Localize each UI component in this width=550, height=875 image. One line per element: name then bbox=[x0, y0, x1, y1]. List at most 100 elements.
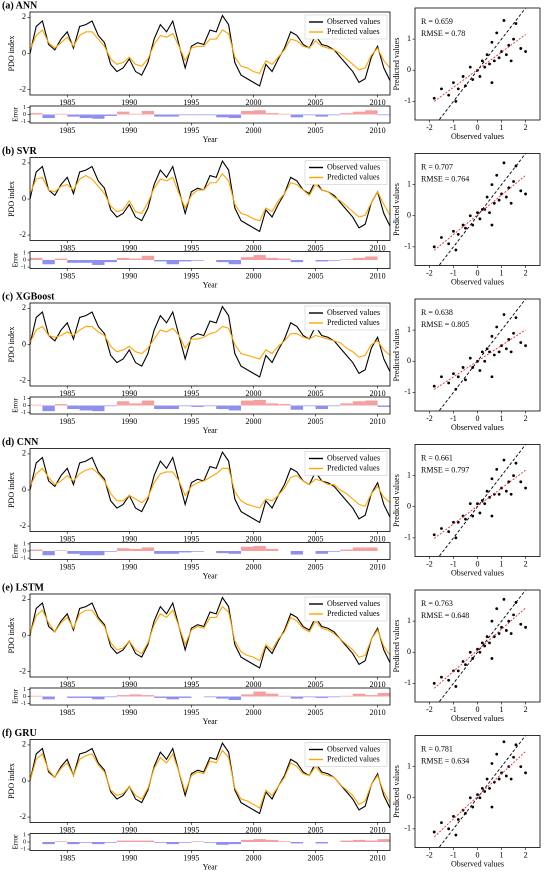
error-bar bbox=[79, 696, 93, 698]
x-tick-label: 2000 bbox=[245, 417, 261, 426]
x-tick-label: 2010 bbox=[370, 562, 386, 571]
series-line bbox=[30, 29, 390, 75]
error-bar bbox=[241, 110, 254, 115]
error-bar bbox=[228, 260, 242, 265]
axes-frame bbox=[414, 7, 541, 121]
error-bar bbox=[253, 546, 266, 551]
scatter-point bbox=[478, 796, 482, 800]
y-axis-label: Error bbox=[12, 688, 20, 703]
scatter-point bbox=[485, 635, 489, 639]
x-tick-label: 1995 bbox=[183, 417, 199, 426]
y-axis-label: Predicted values bbox=[392, 474, 401, 527]
x-tick-label: 2 bbox=[524, 414, 528, 423]
x-tick-label: 1985 bbox=[59, 562, 75, 571]
error-bar bbox=[290, 114, 304, 118]
error-bar bbox=[315, 696, 328, 698]
error-bar bbox=[104, 842, 117, 843]
x-tick-label: 1990 bbox=[121, 417, 137, 426]
x-tick-label: 1995 bbox=[183, 389, 199, 398]
error-bar bbox=[166, 405, 179, 410]
x-tick-label: 1985 bbox=[59, 825, 75, 834]
error-bar bbox=[327, 260, 341, 261]
error-bar bbox=[104, 405, 117, 407]
x-tick-label: 1 bbox=[500, 123, 504, 132]
legend-label: Predicted values bbox=[327, 754, 380, 763]
scatter-point bbox=[471, 223, 475, 227]
error-bar bbox=[42, 551, 55, 556]
error-bar bbox=[54, 550, 68, 551]
y-tick-label: -2 bbox=[19, 375, 26, 384]
scatter-point bbox=[524, 50, 527, 53]
scatter-point bbox=[456, 232, 460, 236]
x-axis-label: Year bbox=[203, 571, 218, 580]
scatter-point bbox=[495, 467, 499, 471]
scatter-point bbox=[476, 647, 479, 651]
scatter-point bbox=[461, 223, 465, 227]
scatter-point bbox=[468, 65, 472, 69]
scatter-point bbox=[478, 217, 482, 221]
scatter-point bbox=[488, 211, 491, 215]
scatter-point bbox=[490, 762, 494, 765]
y-axis-label: Error bbox=[12, 397, 20, 412]
plot-area bbox=[30, 546, 378, 556]
scatter-point bbox=[440, 375, 443, 379]
x-tick-label: -2 bbox=[426, 850, 433, 859]
error-bar bbox=[365, 840, 378, 842]
error-bar bbox=[253, 691, 266, 697]
x-tick-label: 1985 bbox=[59, 126, 75, 135]
y-tick-label: 2 bbox=[22, 12, 26, 21]
y-tick-label: 0 bbox=[23, 403, 26, 409]
error-bar bbox=[79, 405, 93, 411]
scatter-point bbox=[480, 499, 484, 502]
x-axis-label: Observed values bbox=[451, 132, 504, 141]
x-tick-label: 1990 bbox=[121, 825, 137, 834]
error-bar bbox=[42, 260, 55, 265]
error-bar bbox=[228, 842, 242, 845]
error-bar bbox=[340, 549, 353, 551]
error-bar bbox=[166, 842, 179, 845]
scatter-point bbox=[478, 511, 482, 515]
x-tick-label: 1990 bbox=[121, 708, 137, 717]
error-bar bbox=[352, 111, 366, 115]
scatter-point bbox=[468, 214, 472, 218]
scatter-point bbox=[504, 347, 508, 351]
error-bar bbox=[67, 260, 80, 263]
error-bar bbox=[67, 551, 80, 554]
y-tick-label: 0 bbox=[23, 257, 26, 263]
scatter-point bbox=[514, 164, 518, 168]
series-line bbox=[30, 172, 390, 222]
scatter-point bbox=[464, 663, 467, 667]
y-tick-label: 0 bbox=[407, 211, 411, 220]
error-bar bbox=[216, 551, 229, 554]
x-tick-label: 2010 bbox=[370, 243, 386, 252]
x-tick-label: -2 bbox=[426, 414, 433, 423]
scatter-point bbox=[507, 619, 511, 623]
y-tick-label: 0 bbox=[407, 647, 411, 656]
scatter-point bbox=[490, 514, 494, 518]
error-bar bbox=[241, 400, 254, 406]
scatter-point bbox=[480, 350, 484, 354]
error-bar bbox=[178, 114, 192, 116]
axes-frame bbox=[29, 448, 391, 532]
x-tick-label: 2005 bbox=[308, 417, 324, 426]
x-tick-label: 2010 bbox=[370, 98, 386, 107]
scatter-point bbox=[480, 641, 484, 645]
scatter-point bbox=[464, 517, 467, 521]
legend-label: Observed values bbox=[327, 744, 380, 753]
error-bar bbox=[228, 551, 242, 554]
error-bar bbox=[203, 842, 217, 843]
scatter-point bbox=[504, 629, 508, 632]
identity-line bbox=[438, 444, 527, 557]
x-tick-label: 1 bbox=[500, 705, 504, 714]
scatter-point bbox=[447, 827, 451, 831]
scatter-point bbox=[480, 59, 484, 63]
y-axis-label: Predicted values bbox=[392, 765, 401, 818]
scatter-point bbox=[524, 625, 527, 629]
x-tick-label: 1 bbox=[500, 414, 504, 423]
error-bar bbox=[141, 110, 155, 115]
scatter-point bbox=[461, 75, 465, 78]
axes-frame bbox=[29, 833, 391, 851]
y-tick-label: 0 bbox=[407, 502, 411, 511]
x-axis-label: Year bbox=[203, 135, 218, 144]
error-bar bbox=[253, 255, 266, 260]
